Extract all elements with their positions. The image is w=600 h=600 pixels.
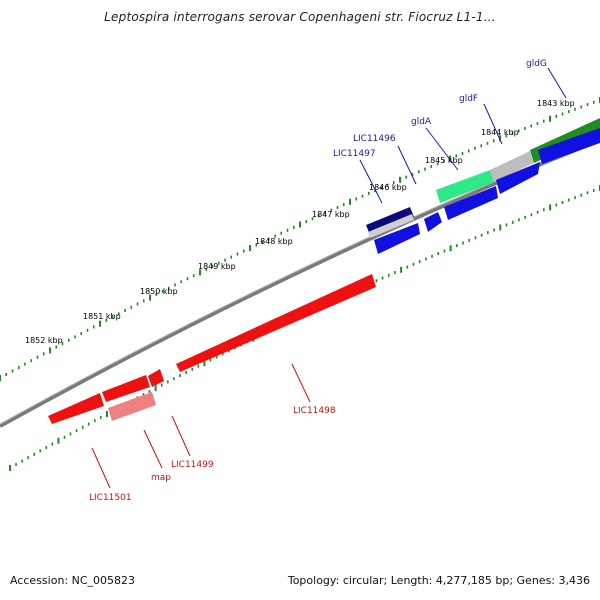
leader-lic11498 xyxy=(291,363,311,403)
gene-glda-feature[interactable] xyxy=(436,170,494,203)
tick-label-7: 1850 kbp xyxy=(140,287,178,296)
gene-lic11501a-feature[interactable] xyxy=(102,375,150,402)
leader-map xyxy=(143,429,163,469)
label-lic11496: LIC11496 xyxy=(353,134,396,144)
label-glda: gldA xyxy=(411,117,432,127)
label-glddg: gldG xyxy=(526,59,547,69)
leader-lic11496 xyxy=(397,145,417,185)
leader-lic11497 xyxy=(359,159,383,204)
tick-label-2: 1845 kbp xyxy=(425,156,463,165)
tick-label-3: 1846 kbp xyxy=(369,183,407,192)
gene-glddf-feature[interactable] xyxy=(490,151,534,182)
leader-glda xyxy=(425,127,459,171)
label-lic11498: LIC11498 xyxy=(293,406,336,416)
genome-summary-text: Topology: circular; Length: 4,277,185 bp… xyxy=(287,574,590,587)
map-title: Leptospira interrogans serovar Copenhage… xyxy=(104,10,496,24)
inner-tick-ring xyxy=(9,185,600,471)
forward-arrow-5[interactable] xyxy=(374,223,420,254)
tick-label-5: 1848 kbp xyxy=(255,237,293,246)
forward-arrow-3[interactable] xyxy=(444,186,498,220)
forward-arrow-2[interactable] xyxy=(496,162,540,194)
gene-lic11499-feature[interactable] xyxy=(148,369,164,387)
reverse-strand-genes xyxy=(48,274,376,424)
gene-lic11496-feature[interactable] xyxy=(368,214,414,238)
accession-text: Accession: NC_005823 xyxy=(10,574,136,587)
tick-label-8: 1851 kbp xyxy=(83,312,121,321)
forward-arrow-4[interactable] xyxy=(424,212,442,232)
label-lic11497: LIC11497 xyxy=(333,149,376,159)
leader-lic11499 xyxy=(171,415,191,457)
tick-labels: 1843 kbp 1844 kbp 1845 kbp 1846 kbp 1847 kbp… xyxy=(25,99,575,345)
leader-glddg xyxy=(547,67,567,99)
label-leaders xyxy=(91,67,567,489)
gene-map-feature[interactable] xyxy=(108,392,156,421)
gene-lic11498-feature[interactable] xyxy=(176,274,376,372)
gene-lic11501-feature[interactable] xyxy=(48,393,104,424)
label-map: map xyxy=(151,473,171,483)
tick-label-0: 1843 kbp xyxy=(537,99,575,108)
tick-label-1: 1844 kbp xyxy=(481,128,519,137)
tick-label-6: 1849 kbp xyxy=(198,262,236,271)
forward-arrow-1[interactable] xyxy=(538,128,600,164)
forward-strand-genes xyxy=(366,118,600,254)
tick-label-4: 1847 kbp xyxy=(312,210,350,219)
label-lic11499: LIC11499 xyxy=(171,460,214,470)
label-glddf: gldF xyxy=(459,94,478,104)
leader-glddf xyxy=(483,103,503,145)
outer-tick-ring xyxy=(0,97,600,381)
leader-lic11501 xyxy=(91,447,111,489)
label-lic11501: LIC11501 xyxy=(89,493,132,503)
tick-label-9: 1852 kbp xyxy=(25,336,63,345)
